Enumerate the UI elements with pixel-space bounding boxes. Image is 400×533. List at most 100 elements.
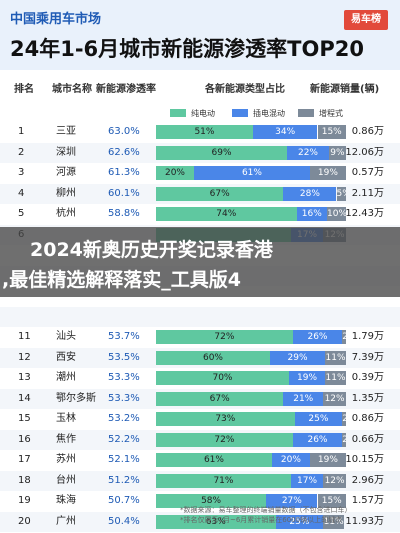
bev-segment: 72% [156,432,293,447]
table-row: 19 珠海 50.7% 58% 27% 15% 1.57万 [0,491,400,511]
city-cell: 河源 [56,167,76,178]
sales-cell: 1.79万 [351,331,384,342]
erev-segment: 11% [325,371,346,385]
city-cell: 玉林 [56,413,76,424]
city-cell: 广州 [56,515,76,527]
col-header-sales: 新能源销量(辆) [310,84,380,95]
bev-segment: 67% [156,186,284,201]
phev-segment: 26% [292,330,343,344]
sales-cell: 0.86万 [351,126,384,137]
phev-segment: 26% [292,432,343,447]
city-cell: 杭州 [56,208,76,219]
rank-cell: 2 [18,146,25,158]
sales-cell: 0.86万 [351,413,384,424]
city-cell: 汕头 [56,331,76,342]
legend-phev-swatch [232,109,248,117]
col-header-penetration: 新能源渗透率 [96,84,156,95]
city-cell: 鄂尔多斯 [56,392,96,404]
phev-segment: 25% [294,412,343,426]
phev-segment: 61% [194,166,310,180]
penetration-cell: 53.3% [108,392,140,404]
mix-bar: 67% 21% 12% [156,391,346,406]
erev-segment: 15% [317,125,346,139]
rank-cell: 17 [18,454,31,465]
phev-segment: 22% [287,145,329,160]
bev-segment: 69% [156,145,288,160]
phev-segment: 16% [296,207,327,221]
penetration-cell: 58.8% [108,208,140,219]
rank-cell: 20 [18,515,31,527]
penetration-cell: 53.2% [108,413,140,424]
penetration-cell: 52.2% [108,433,140,445]
bev-segment: 51% [156,125,253,139]
bev-segment: 58% [156,494,267,508]
brand-label: 中国乘用车市场 [10,12,102,27]
page-title: 24年1-6月城市新能源渗透率TOP20 [10,37,364,61]
rank-cell: 13 [18,372,31,383]
mix-bar: 20% 61% 19% [156,166,346,180]
legend-erev-label: 增程式 [319,108,343,118]
city-cell: 三亚 [56,126,76,137]
phev-segment: 34% [252,125,318,139]
erev-segment: 9% [328,145,346,160]
table-row: 3 河源 61.3% 20% 61% 19% 0.57万 [0,163,400,183]
city-cell: 深圳 [56,146,76,158]
table-row: 20 广州 50.4% 63% 25% 11% 11.93万 [0,511,400,532]
erev-segment: 15% [317,494,346,508]
logo-badge: 易车榜 [344,10,388,30]
mix-bar: 61% 20% 19% [156,453,346,467]
table-row: 14 鄂尔多斯 53.3% 67% 21% 12% 1.35万 [0,388,400,409]
sales-cell: 12.06万 [345,146,384,158]
penetration-cell: 51.2% [108,474,140,486]
sales-cell: 10.15万 [345,454,384,465]
rank-cell: 15 [18,413,31,424]
erev-segment: 12% [323,473,346,488]
overlay-banner: 2024新奥历史开奖记录香港 ,最佳精选解释落实_工具版4 [0,227,400,297]
mix-bar: 72%26%2% [156,432,346,447]
col-header-mix: 各新能源类型占比 [205,84,285,95]
table-row: 1 三亚 63.0% 51% 34% 15% 0.86万 [0,122,400,142]
footnote-2: *排名仅展示1月~6月累计销量在6000辆以上的城市 [180,516,343,524]
rank-cell: 18 [18,474,31,486]
erev-segment: 19% [309,453,346,467]
sales-cell: 12.43万 [345,208,384,219]
bev-segment: 73% [156,412,295,426]
footnotes: *数据来源：易车整理的终端销量数据（不包含进口车） *排名仅展示1月~6月累计销… [180,505,352,525]
mix-bar: 67%28%5% [156,186,346,201]
mix-bar: 69% 22% 9% [156,145,346,160]
col-header-city: 城市名称 [52,84,92,95]
city-cell: 柳州 [56,187,76,199]
phev-segment: 21% [283,391,324,406]
mix-bar: 71% 17% 12% [156,473,346,488]
table-row: 17 苏州 52.1% 61% 20% 19% 10.15万 [0,450,400,470]
rank-cell: 16 [18,433,31,445]
mix-bar: 58% 27% 15% [156,494,346,508]
bev-segment: 63% [156,514,276,529]
penetration-cell: 53.5% [108,351,140,363]
sales-cell: 1.35万 [351,392,384,404]
banner-line-2: ,最佳精选解释落实_工具版4 [2,269,241,291]
legend-bev-swatch [170,109,186,117]
city-cell: 西安 [56,351,76,363]
penetration-cell: 53.3% [108,372,140,383]
table-row: 4 柳州 60.1% 67%28%5% 2.11万 [0,183,400,204]
phev-segment: 25% [275,514,324,529]
footnote-1: *数据来源：易车整理的终端销量数据（不包含进口车） [180,506,352,514]
col-header-rank: 排名 [14,84,34,95]
penetration-cell: 62.6% [108,146,140,158]
legend-erev: 增程式 [298,106,343,120]
penetration-cell: 50.4% [108,515,140,527]
table-row: 11 汕头 53.7% 72%26%2% 1.79万 [0,327,400,347]
erev-segment: 12% [323,391,346,406]
erev-segment: 2% [342,412,346,426]
legend-erev-swatch [298,109,314,117]
erev-segment: 2% [342,330,346,344]
bev-segment: 60% [156,350,270,365]
city-cell: 珠海 [56,495,76,506]
legend-phev: 插电混动 [232,106,285,120]
city-cell: 台州 [56,474,76,486]
erev-segment: 10% [327,207,346,221]
legend-bev: 纯电动 [170,106,215,120]
sales-cell: 7.39万 [351,351,384,363]
mix-bar: 74% 16% 10% [156,207,346,221]
